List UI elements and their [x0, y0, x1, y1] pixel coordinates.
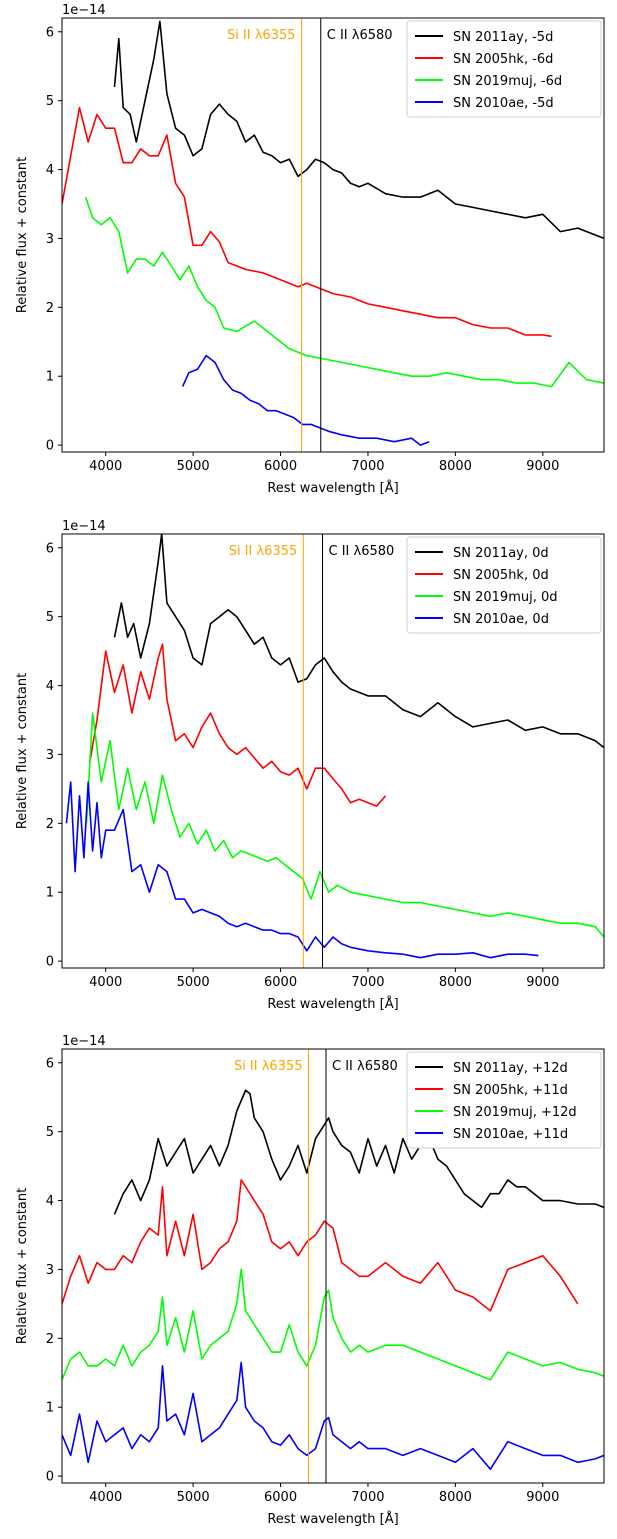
series-line-4 [65, 781, 539, 959]
y-scale-label: 1e−14 [62, 1034, 106, 1049]
series-line-1 [113, 20, 604, 240]
y-axis-label: Relative flux + constant [15, 157, 30, 313]
vline-label-1: Si II λ6355 [234, 1059, 303, 1074]
y-tick-label: 5 [46, 94, 54, 109]
legend-entry: SN 2011ay, +12d [453, 1061, 568, 1076]
vline-label-1: Si II λ6355 [229, 544, 298, 559]
y-tick-label: 1 [46, 886, 54, 901]
x-tick-label: 9000 [526, 459, 559, 474]
chart-panel-1: Si II λ6355 C II λ6580 4000 5000 6000 7000 800… [15, 3, 605, 496]
y-tick-label: 2 [46, 301, 54, 316]
legend-entry: SN 2019muj, +12d [453, 1105, 577, 1120]
y-tick-label: 4 [46, 1194, 54, 1209]
chart-panel-2: Si II λ6355 C II λ6580 4000 5000 6000 7000 800… [15, 519, 605, 1012]
legend-entry: SN 2011ay, 0d [453, 546, 549, 561]
series-line-2 [62, 1179, 579, 1312]
series-line-2 [62, 106, 552, 338]
plot-frame [61, 1048, 605, 1484]
y-tick-label: 5 [46, 610, 54, 625]
x-tick-label: 5000 [177, 1490, 210, 1505]
plot-frame [61, 533, 605, 969]
x-tick-label: 8000 [439, 1490, 472, 1505]
x-tick-label: 8000 [439, 459, 472, 474]
legend-box [406, 536, 602, 634]
vline-label-2: C II λ6580 [327, 28, 393, 43]
legend-entry: SN 2019muj, -6d [453, 74, 562, 89]
y-tick-label: 2 [46, 817, 54, 832]
y-tick-label: 1 [46, 1401, 54, 1416]
x-tick-label: 5000 [177, 975, 210, 990]
legend-entry: SN 2011ay, -5d [453, 30, 553, 45]
y-tick-label: 2 [46, 1332, 54, 1347]
y-tick-label: 6 [46, 1056, 54, 1071]
plot-frame [61, 17, 605, 453]
x-tick-label: 4000 [89, 1490, 122, 1505]
x-tick-label: 7000 [351, 975, 384, 990]
y-tick-label: 4 [46, 163, 54, 178]
y-tick-label: 5 [46, 1125, 54, 1140]
series-line-4 [62, 1361, 604, 1470]
x-tick-label: 7000 [351, 459, 384, 474]
legend-entry: SN 2010ae, 0d [453, 612, 549, 627]
x-axis-label: Rest wavelength [Å] [267, 996, 398, 1012]
x-tick-label: 6000 [264, 1490, 297, 1505]
y-tick-label: 6 [46, 25, 54, 40]
y-tick-label: 6 [46, 541, 54, 556]
chart-panel-3: Si II λ6355 C II λ6580 4000 5000 6000 7000 800… [15, 1034, 605, 1527]
x-tick-label: 9000 [526, 1490, 559, 1505]
y-tick-label: 3 [46, 748, 54, 763]
x-tick-label: 5000 [177, 459, 210, 474]
series-line-3 [84, 196, 604, 388]
x-tick-label: 7000 [351, 1490, 384, 1505]
legend-box [406, 1051, 602, 1149]
y-tick-label: 0 [46, 955, 54, 970]
series-line-3 [85, 712, 604, 938]
y-tick-label: 0 [46, 1470, 54, 1485]
y-tick-label: 0 [46, 439, 54, 454]
y-tick-label: 1 [46, 370, 54, 385]
y-axis-label: Relative flux + constant [15, 1188, 30, 1344]
legend-entry: SN 2019muj, 0d [453, 590, 558, 605]
legend-entry: SN 2005hk, -6d [453, 52, 553, 67]
x-tick-label: 6000 [264, 459, 297, 474]
series-line-3 [62, 1268, 604, 1381]
x-tick-label: 6000 [264, 975, 297, 990]
legend-entry: SN 2010ae, +11d [453, 1127, 568, 1142]
x-tick-label: 4000 [89, 975, 122, 990]
series-line-2 [89, 643, 387, 807]
x-tick-label: 8000 [439, 975, 472, 990]
legend: SN 2011ay, +12d SN 2005hk, +11d SN 2019muj… [406, 1051, 602, 1149]
y-tick-label: 4 [46, 679, 54, 694]
series-line-1 [113, 534, 604, 749]
vline-label-2: C II λ6580 [329, 544, 395, 559]
vline-label-2: C II λ6580 [332, 1059, 398, 1074]
legend-entry: SN 2005hk, +11d [453, 1083, 568, 1098]
x-tick-label: 9000 [526, 975, 559, 990]
y-axis-label: Relative flux + constant [15, 673, 30, 829]
y-tick-label: 3 [46, 232, 54, 247]
legend-box [406, 20, 602, 118]
legend: SN 2011ay, -5d SN 2005hk, -6d SN 2019muj, … [406, 20, 602, 118]
series-line-1 [113, 1089, 604, 1215]
vline-label-1: Si II λ6355 [227, 28, 296, 43]
legend-entry: SN 2010ae, -5d [453, 96, 554, 111]
y-scale-label: 1e−14 [62, 519, 106, 534]
legend: SN 2011ay, 0d SN 2005hk, 0d SN 2019muj, 0d… [406, 536, 602, 634]
x-tick-label: 4000 [89, 459, 122, 474]
x-axis-label: Rest wavelength [Å] [267, 1511, 398, 1527]
series-line-4 [181, 354, 430, 446]
legend-entry: SN 2005hk, 0d [453, 568, 549, 583]
y-scale-label: 1e−14 [62, 3, 106, 18]
y-tick-label: 3 [46, 1263, 54, 1278]
x-axis-label: Rest wavelength [Å] [267, 480, 398, 496]
